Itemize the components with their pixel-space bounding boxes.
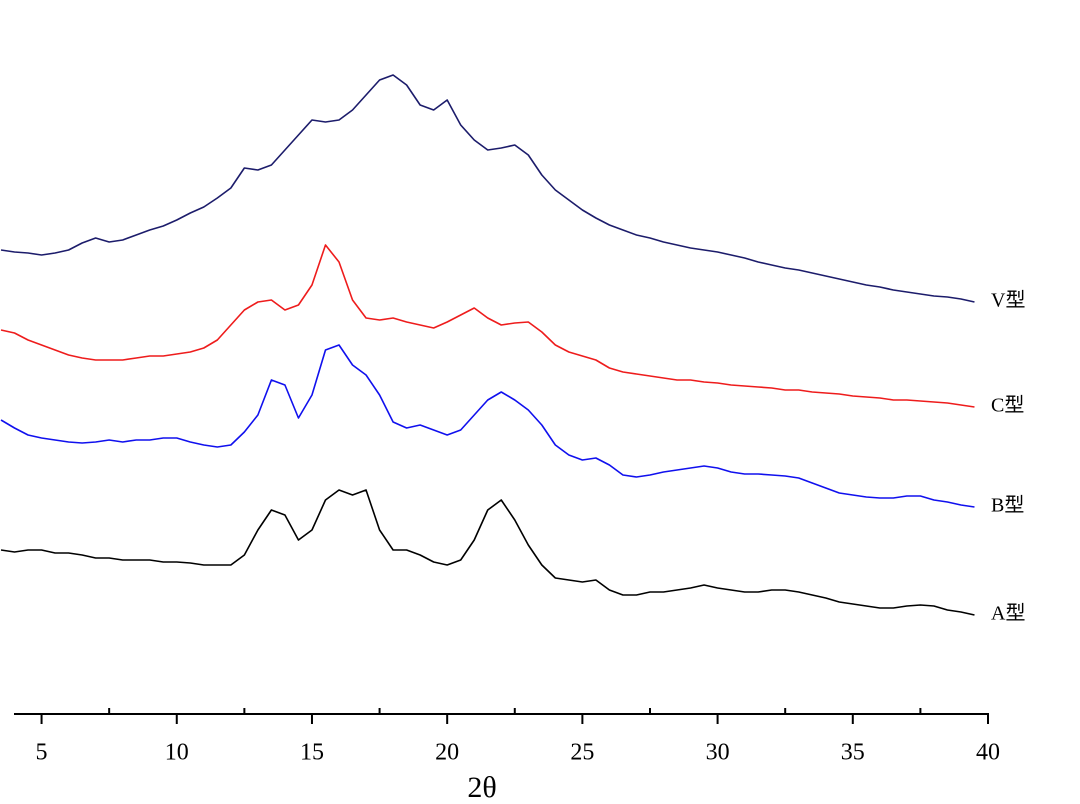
x-tick-label: 20 — [435, 740, 459, 766]
series-line — [0, 74, 975, 303]
x-axis-label: 2θ — [467, 771, 496, 804]
x-tick-label: 25 — [570, 740, 594, 766]
x-tick-label: 5 — [36, 740, 48, 766]
x-tick-label: 10 — [165, 740, 189, 766]
series-label: C型 — [991, 394, 1024, 417]
x-tick-label: 40 — [976, 740, 1000, 766]
series-line — [0, 244, 975, 408]
series-label: V型 — [991, 289, 1025, 312]
series-line — [0, 344, 975, 508]
x-tick-label: 35 — [841, 740, 865, 766]
series-line — [0, 489, 975, 616]
series-label: B型 — [991, 494, 1024, 517]
x-tick-label: 15 — [300, 740, 324, 766]
series-label: A型 — [991, 602, 1025, 625]
x-tick-label: 30 — [706, 740, 730, 766]
